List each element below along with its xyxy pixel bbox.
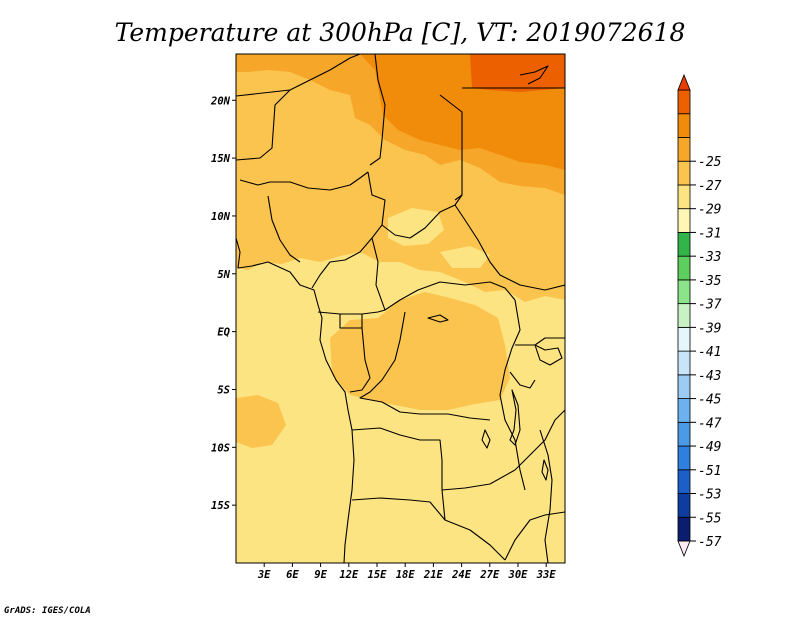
y-axis: 20N 15N 10N 5N EQ 5S 10S 15S (210, 95, 236, 512)
colorbar-label: -35 (698, 274, 722, 289)
colorbar-label: -29 (698, 203, 721, 218)
border (514, 409, 565, 471)
border (371, 237, 516, 311)
colorbar-label: -53 (698, 488, 721, 503)
colorbar-over-triangle (677, 73, 691, 91)
colorbar-label: -55 (698, 511, 722, 526)
y-tick-label: 5S (217, 384, 230, 396)
colorbar-label: -25 (698, 155, 722, 170)
x-tick-label: 24E (451, 569, 472, 581)
border (236, 54, 361, 97)
colorbar-swatch (677, 279, 691, 305)
colorbar-swatch (677, 445, 691, 471)
x-tick-label: 6E (286, 569, 299, 581)
border (351, 497, 506, 561)
border (441, 469, 516, 491)
border (454, 204, 565, 291)
colorbar: -57 -55 -53 -51 -49 -47 -45 -43 -41 -39 -37 -35 -33 -… (677, 73, 722, 558)
colorbar-swatch (677, 303, 691, 328)
colorbar-swatch (677, 232, 691, 257)
border (351, 427, 446, 521)
border (504, 511, 565, 561)
coastline (236, 237, 355, 563)
colorbar-swatch (677, 493, 691, 518)
y-tick-label: EQ (217, 327, 230, 339)
colorbar-swatch (677, 184, 691, 210)
x-tick-label: 30E (508, 569, 529, 581)
colorbar-swatch (677, 208, 691, 233)
border (359, 311, 491, 421)
colorbar-label: -37 (698, 298, 722, 313)
lake (427, 314, 449, 323)
border (267, 195, 301, 263)
border (339, 314, 363, 329)
colorbar-swatch (677, 350, 691, 376)
x-tick-label: 9E (314, 569, 327, 581)
colorbar-label: -43 (698, 369, 721, 384)
x-tick-label: 27E (479, 569, 500, 581)
colorbar-label: -49 (698, 440, 721, 455)
map-frame (235, 53, 566, 564)
border (509, 371, 536, 389)
x-tick-label: 21E (423, 569, 444, 581)
colorbar-swatch (677, 326, 691, 352)
field-region-31-angola (236, 395, 286, 448)
y-tick-label: 10S (211, 442, 230, 454)
y-tick-label: 10N (211, 211, 231, 223)
x-tick-label: 12E (339, 569, 359, 581)
chart-title: Temperature at 300hPa [C], VT: 201907261… (115, 18, 686, 47)
colorbar-label: -41 (698, 345, 721, 360)
colorbar-swatch (677, 160, 691, 186)
border (439, 94, 463, 201)
colorbar-swatch (677, 516, 691, 542)
y-tick-label: 20N (210, 95, 231, 107)
colorbar-swatch (677, 469, 691, 494)
colorbar-label: -31 (698, 226, 721, 241)
x-tick-label: 33E (536, 569, 557, 581)
border (369, 54, 386, 166)
border (539, 429, 553, 563)
colorbar-swatch (677, 137, 691, 162)
border (236, 89, 291, 161)
colorbar-swatch (677, 113, 691, 138)
river-coast (519, 65, 549, 85)
lake (534, 344, 563, 366)
colorbar-label: -33 (698, 250, 721, 265)
field-region-25 (470, 54, 565, 92)
temperature-field (236, 54, 565, 563)
border (349, 327, 371, 393)
colorbar-label: -51 (698, 464, 721, 479)
border (515, 337, 565, 346)
border (239, 171, 369, 191)
colorbar-label: -39 (698, 321, 721, 336)
x-tick-label: 15E (368, 569, 388, 581)
colorbar-swatch (677, 255, 691, 281)
x-axis: 3E 6E 9E 12E 15E 18E 21E 24E 27E 30E 33E (257, 563, 556, 581)
lake (541, 459, 549, 481)
colorbar-swatch (677, 89, 691, 115)
colorbar-label: -27 (698, 179, 722, 194)
colorbar-label: -47 (698, 416, 722, 431)
field-region-31-basin (330, 292, 510, 410)
y-tick-label: 15N (211, 153, 231, 165)
grads-credit: GrADS: IGES/COLA (4, 606, 91, 616)
border (499, 299, 526, 491)
colorbar-swatch (677, 421, 691, 447)
field-region-33-patch (440, 246, 490, 268)
colorbar-under-triangle (677, 540, 691, 558)
border (311, 171, 386, 289)
x-tick-label: 3E (257, 569, 271, 581)
colorbar-label: -57 (698, 535, 722, 550)
lake (509, 389, 521, 446)
country-borders (236, 54, 565, 563)
y-tick-label: 15S (211, 500, 230, 512)
colorbar-swatch (677, 398, 691, 423)
colorbar-swatch (677, 374, 691, 399)
y-tick-label: 5N (217, 269, 230, 281)
lake (481, 429, 491, 449)
x-tick-label: 18E (396, 569, 416, 581)
colorbar-label: -45 (698, 393, 722, 408)
